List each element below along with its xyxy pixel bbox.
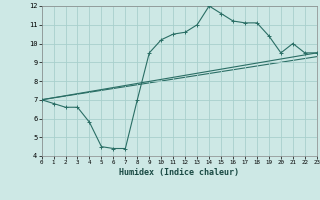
X-axis label: Humidex (Indice chaleur): Humidex (Indice chaleur): [119, 168, 239, 177]
